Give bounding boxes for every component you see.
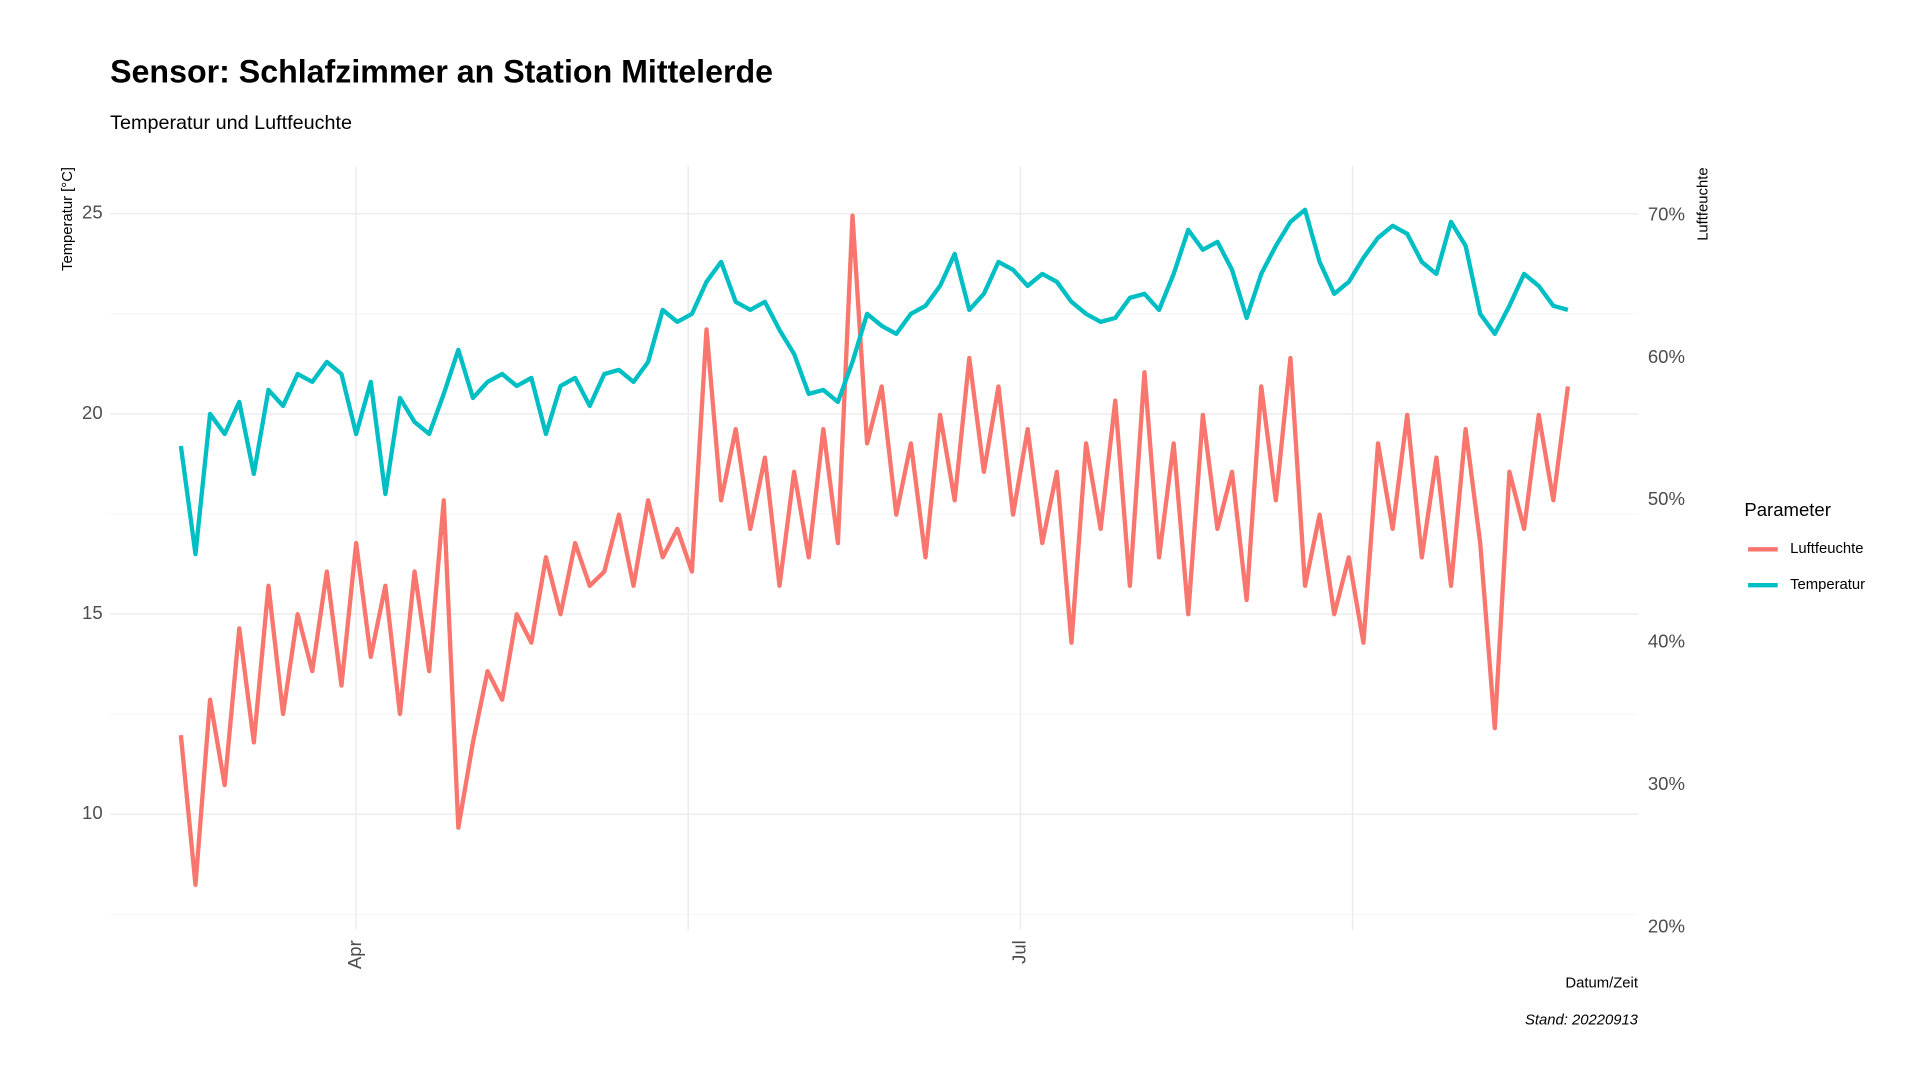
y2-tick-label: 20%: [1648, 915, 1685, 936]
y-tick-label: 25: [82, 202, 103, 223]
x-tick-label: Jul: [1008, 940, 1029, 964]
x-tick-label: Apr: [344, 940, 365, 969]
y-tick-label: 10: [82, 802, 103, 823]
x-axis-title: Datum/Zeit: [1565, 975, 1638, 991]
caption: Stand: 20220913: [1525, 1013, 1639, 1029]
y-tick-label: 15: [82, 602, 103, 623]
chart-subtitle: Temperatur und Luftfeuchte: [110, 112, 352, 134]
y2-tick-label: 50%: [1648, 488, 1685, 509]
legend-label: Temperatur: [1790, 577, 1865, 593]
y2-axis-title: Luftfeuchte: [1695, 167, 1711, 240]
series-line: [178, 213, 1571, 887]
y2-tick-label: 40%: [1648, 631, 1685, 652]
y-tick-label: 20: [82, 402, 103, 423]
y2-tick-label: 70%: [1648, 204, 1685, 225]
legend-title: Parameter: [1744, 499, 1831, 520]
legend-label: Luftfeuchte: [1790, 541, 1863, 557]
y2-tick-label: 30%: [1648, 773, 1685, 794]
series-line: [178, 207, 1569, 557]
y2-tick-label: 60%: [1648, 346, 1685, 367]
chart-title: Sensor: Schlafzimmer an Station Mitteler…: [110, 54, 773, 90]
y-axis-title: Temperatur [°C]: [60, 167, 76, 271]
